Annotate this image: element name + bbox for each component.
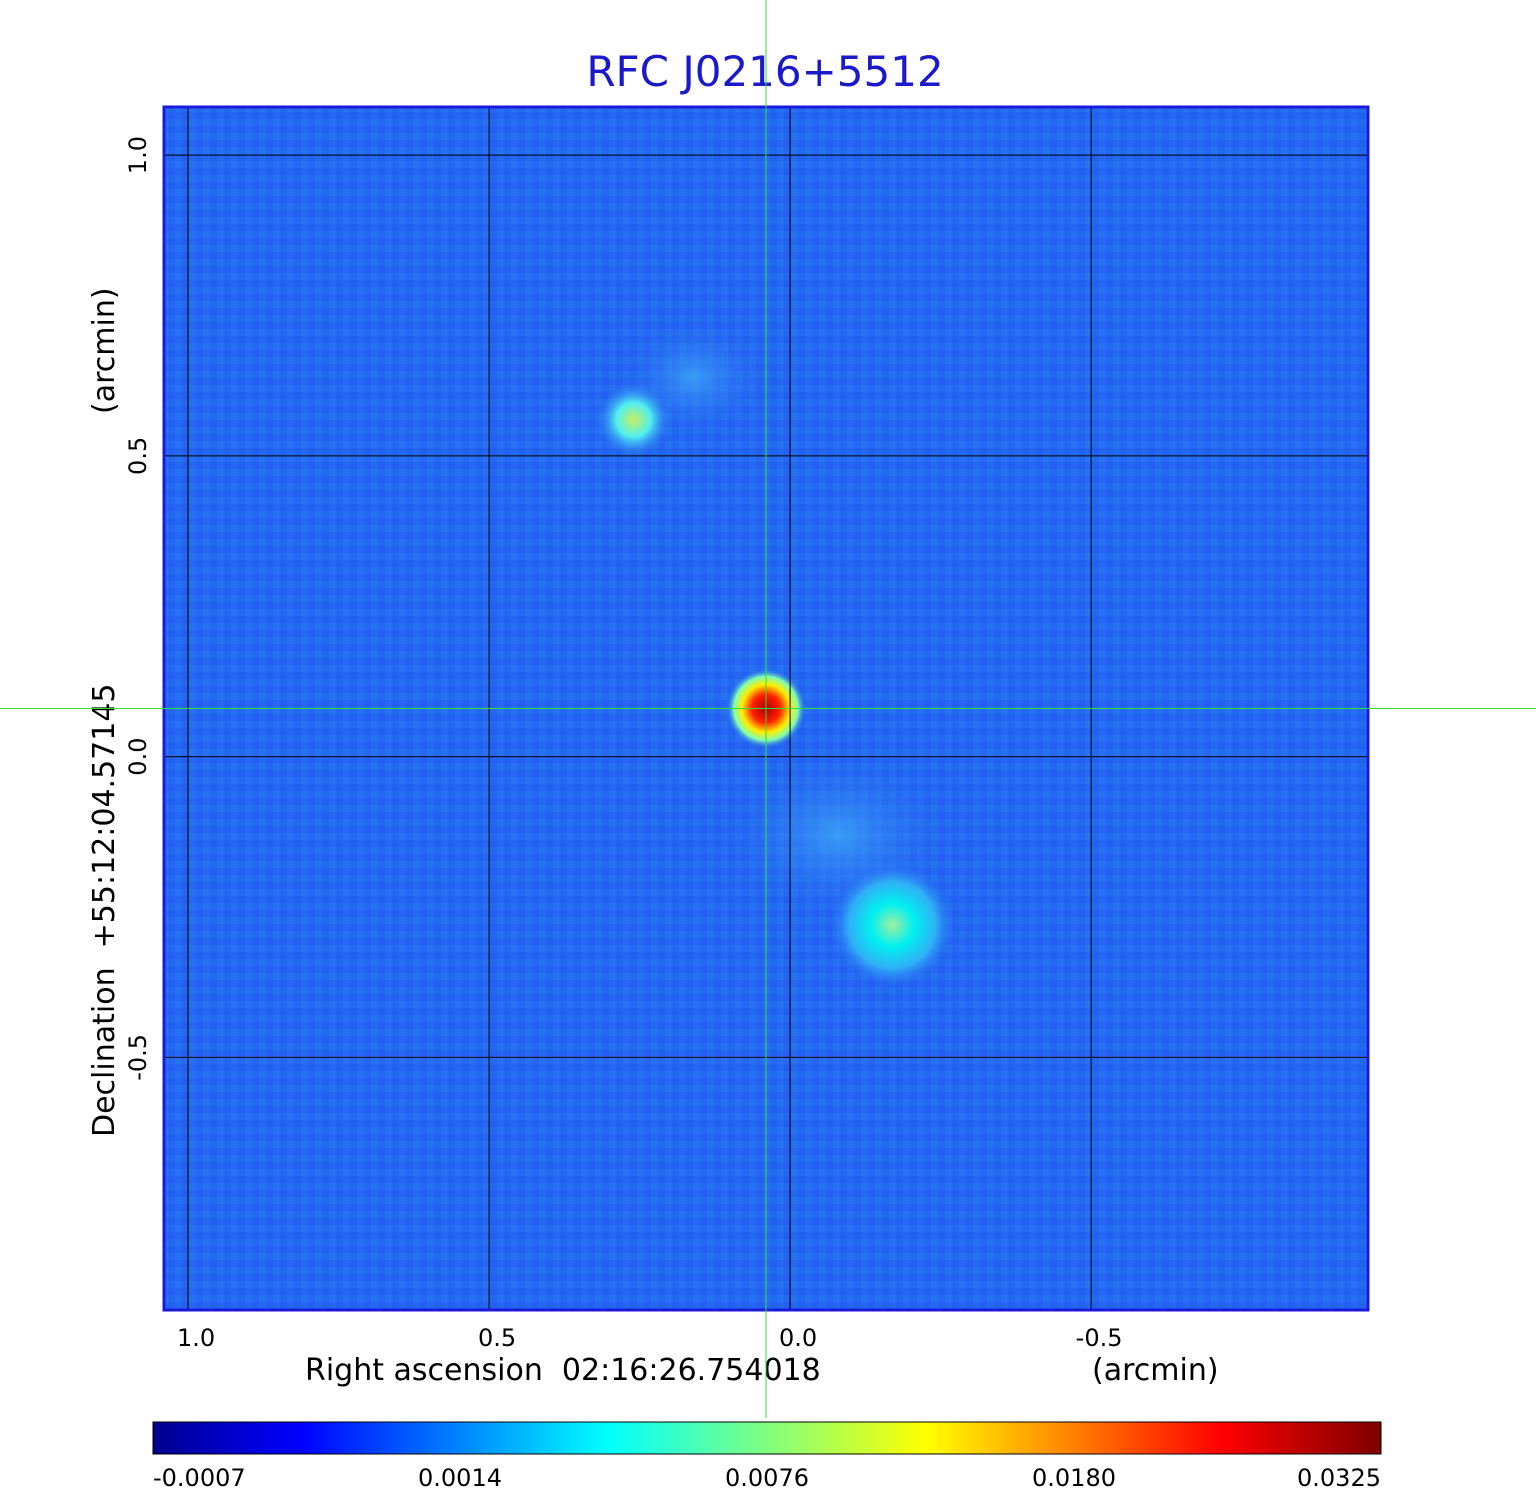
y-tick-label: 0.0 <box>124 738 152 776</box>
x-tick-label: 1.0 <box>177 1324 215 1352</box>
crosshair <box>0 0 1536 1418</box>
sources-layer <box>595 322 955 988</box>
y-tick-label: 0.5 <box>124 437 152 475</box>
x-axis-unit: (arcmin) <box>1092 1353 1219 1388</box>
colorbar-tick-labels: -0.0007 0.0014 0.0076 0.0180 0.0325 <box>153 1464 1381 1492</box>
source-upper <box>595 381 672 458</box>
colorbar-tick-label: 0.0076 <box>725 1464 809 1492</box>
y-tick-labels: 1.0 0.5 0.0 -0.5 <box>124 136 152 1081</box>
x-tick-label: 0.0 <box>779 1324 817 1352</box>
colorbar-tick-label: 0.0325 <box>1297 1464 1381 1492</box>
colorbar-tick-label: 0.0180 <box>1032 1464 1116 1492</box>
colorbar <box>152 1421 1382 1455</box>
y-tick-label: -0.5 <box>124 1034 152 1081</box>
x-tick-label: -0.5 <box>1076 1324 1123 1352</box>
y-tick-label: 1.0 <box>124 136 152 174</box>
chart-title: RFC J0216+5512 <box>586 47 943 96</box>
y-axis-label: Declination +55:12:04.57145 <box>87 683 122 1137</box>
x-tick-label: 0.5 <box>478 1324 516 1352</box>
x-axis-label: Right ascension 02:16:26.754018 <box>305 1353 821 1388</box>
y-axis-unit: (arcmin) <box>87 287 122 414</box>
colorbar-tick-label: -0.0007 <box>153 1464 246 1492</box>
colorbar-tick-label: 0.0014 <box>418 1464 502 1492</box>
x-tick-labels: 1.0 0.5 0.0 -0.5 <box>177 1324 1122 1352</box>
source-lower <box>830 863 955 988</box>
